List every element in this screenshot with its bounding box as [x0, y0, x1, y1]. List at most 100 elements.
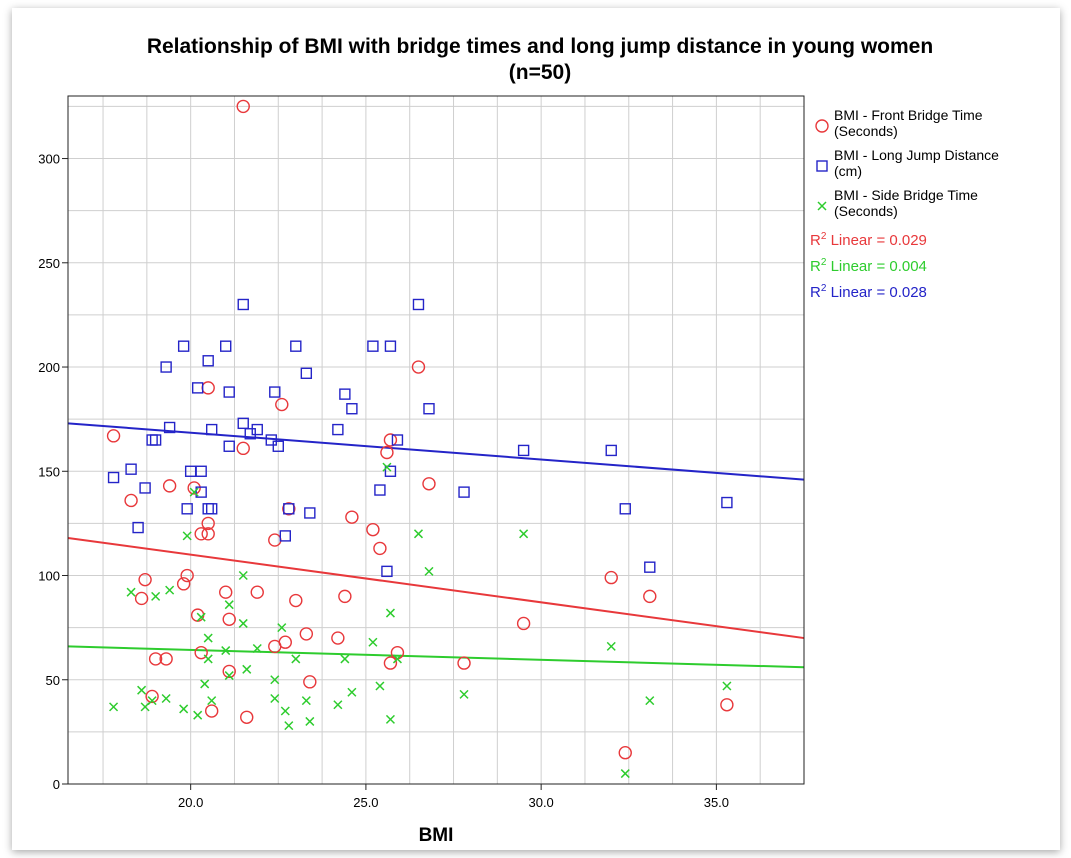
fit-lines [67, 422, 805, 669]
data-point-square [223, 386, 235, 398]
data-point-square [644, 561, 656, 573]
data-point-circle [236, 441, 250, 456]
data-point-x [340, 654, 350, 664]
data-point-square [391, 434, 404, 446]
data-point-x [196, 612, 206, 622]
legend-label: BMI - Front Bridge Time [834, 107, 983, 123]
data-point-circle [194, 645, 208, 660]
data-point-square [269, 386, 281, 398]
data-point-circle [345, 510, 359, 524]
data-point-square [384, 465, 397, 477]
data-point-x [280, 706, 290, 716]
data-point-x [305, 716, 315, 726]
data-point-circle [219, 585, 233, 599]
data-points [106, 99, 734, 779]
data-point-circle [299, 627, 314, 641]
data-point-x [413, 529, 424, 539]
data-point-square [272, 440, 284, 452]
data-point-circle [250, 585, 264, 599]
data-point-square [619, 503, 631, 515]
data-point-x [392, 654, 402, 664]
fit-line-2 [67, 422, 805, 481]
data-point-circle [134, 591, 149, 606]
data-point-circle [643, 589, 657, 604]
y-tick-label: 300 [38, 152, 60, 167]
data-point-square [195, 465, 207, 477]
data-point-square [517, 444, 530, 457]
legend: BMI - Front Bridge Time(Seconds)BMI - Lo… [810, 107, 999, 301]
chart-subtitle: (n=50) [509, 61, 571, 84]
data-point-square [220, 340, 232, 352]
x-tick-label: 25.0 [353, 795, 378, 810]
r2-label: R2 Linear = 0.004 [810, 257, 927, 275]
data-point-x [620, 769, 630, 779]
legend-label: BMI - Side Bridge Time [834, 187, 978, 203]
y-tick-label: 100 [38, 569, 60, 584]
data-point-x [459, 689, 469, 699]
fit-line-0 [67, 536, 805, 640]
data-point-x [277, 623, 287, 633]
data-point-x [189, 487, 199, 497]
data-point-x [252, 643, 262, 654]
data-point-circle [162, 479, 177, 493]
data-point-square [149, 434, 162, 446]
data-point-square [721, 496, 733, 509]
data-point-x [221, 646, 231, 656]
data-point-x [151, 591, 161, 601]
data-point-square [125, 463, 137, 475]
data-point-square [374, 484, 386, 496]
data-point-x [242, 664, 252, 674]
data-point-x [347, 687, 357, 697]
y-tick-label: 150 [38, 464, 60, 479]
fit-line-1 [67, 645, 805, 669]
plot-border [67, 95, 805, 785]
data-point-circle [240, 710, 254, 724]
data-point-circle [275, 397, 289, 412]
data-point-x [722, 681, 732, 691]
legend-label: BMI - Long Jump Distance [834, 147, 999, 163]
data-point-square [283, 503, 295, 515]
data-point-x [203, 654, 213, 664]
data-point-x [238, 570, 248, 581]
data-point-circle [278, 635, 292, 649]
data-point-x [375, 681, 385, 691]
data-point-x [224, 600, 234, 610]
data-point-circle [180, 568, 194, 583]
data-point-square [423, 403, 435, 415]
data-point-x [193, 710, 203, 720]
r2-label: R2 Linear = 0.028 [810, 283, 927, 301]
data-point-x [270, 693, 280, 704]
data-point-x [126, 587, 136, 597]
data-point-circle [201, 516, 215, 531]
data-point-x [606, 641, 616, 651]
legend-marker-circle [815, 119, 829, 133]
data-point-square [195, 486, 207, 498]
y-tick-label: 200 [38, 360, 60, 375]
data-point-circle [366, 522, 380, 537]
data-point-square [605, 444, 617, 457]
data-point-x [284, 721, 294, 731]
data-point-circle [411, 360, 426, 374]
data-point-square [237, 417, 249, 430]
data-point-square [304, 507, 316, 519]
grid [68, 96, 804, 784]
data-point-circle [373, 541, 387, 556]
data-point-square [290, 340, 302, 352]
data-point-circle [222, 612, 236, 626]
legend-label-unit: (cm) [834, 163, 862, 179]
data-point-x [182, 531, 192, 541]
legend-marker-x [817, 201, 827, 211]
data-point-circle [106, 429, 121, 443]
data-point-circle [145, 689, 159, 704]
series-2 [109, 462, 732, 779]
data-point-square [381, 565, 393, 578]
data-point-circle [176, 577, 191, 591]
data-point-circle [618, 746, 632, 760]
data-point-square [205, 423, 218, 436]
data-point-x [147, 696, 157, 706]
data-point-x [203, 633, 213, 643]
data-point-circle [338, 589, 352, 604]
data-point-square [205, 503, 218, 515]
data-point-square [346, 403, 358, 415]
plot-area [68, 96, 804, 784]
